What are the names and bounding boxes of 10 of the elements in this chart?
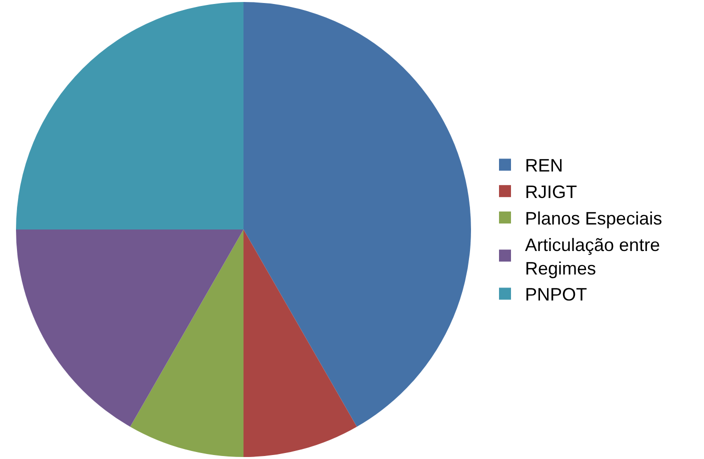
pie-slice (130, 230, 244, 457)
pie-slice (16, 230, 244, 427)
pie-slice (16, 2, 244, 230)
legend-label: Articulação entre Regimes (525, 234, 660, 278)
legend-label: PNPOT (525, 284, 588, 305)
legend-label: Planos Especiais (525, 208, 662, 229)
legend-label: RJIGT (525, 182, 577, 202)
legend-label: REN (525, 156, 564, 176)
pie-slice (244, 230, 357, 457)
pie-slice (244, 2, 471, 427)
